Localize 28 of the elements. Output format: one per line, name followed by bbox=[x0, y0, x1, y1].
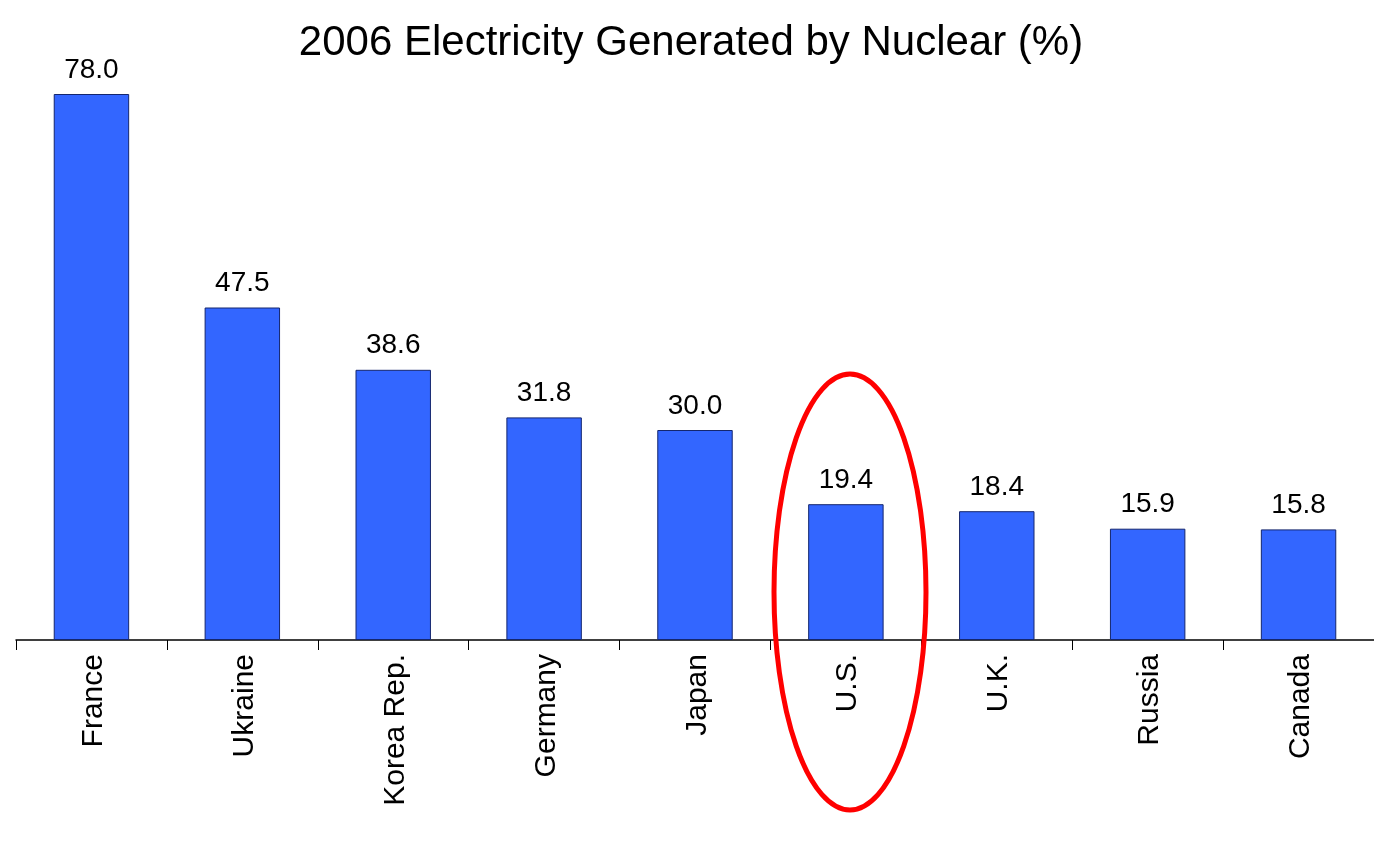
data-label: 15.8 bbox=[1271, 487, 1326, 519]
data-label: 19.4 bbox=[818, 462, 874, 494]
x-tick-label: Canada bbox=[1282, 653, 1316, 760]
x-tick-label: U.S. bbox=[829, 654, 863, 713]
chart-title: 2006 Electricity Generated by Nuclear (%) bbox=[298, 16, 1084, 64]
bar bbox=[53, 94, 130, 640]
x-tick-label: Ukraine bbox=[225, 654, 259, 758]
bar bbox=[959, 511, 1035, 640]
data-label: 18.4 bbox=[969, 469, 1025, 501]
bar bbox=[506, 417, 582, 640]
x-tick-label: U.K. bbox=[980, 654, 1014, 713]
data-label: 78.0 bbox=[64, 52, 119, 84]
x-tick-label: Korea Rep. bbox=[376, 654, 410, 806]
bar bbox=[204, 307, 281, 640]
bar bbox=[1109, 528, 1186, 640]
x-tick-label: France bbox=[74, 654, 108, 748]
bar bbox=[1260, 529, 1337, 640]
bar bbox=[808, 504, 884, 640]
bar bbox=[355, 369, 431, 640]
data-label: 30.0 bbox=[667, 388, 723, 420]
data-label: 47.5 bbox=[215, 266, 270, 297]
data-label: 38.6 bbox=[365, 328, 421, 360]
x-tick-label: Russia bbox=[1131, 653, 1165, 746]
data-label: 31.8 bbox=[516, 375, 572, 407]
bar bbox=[657, 430, 733, 640]
data-label: 15.9 bbox=[1120, 487, 1175, 519]
x-tick-label: Japan bbox=[678, 654, 712, 736]
x-tick-label: Germany bbox=[527, 654, 561, 778]
